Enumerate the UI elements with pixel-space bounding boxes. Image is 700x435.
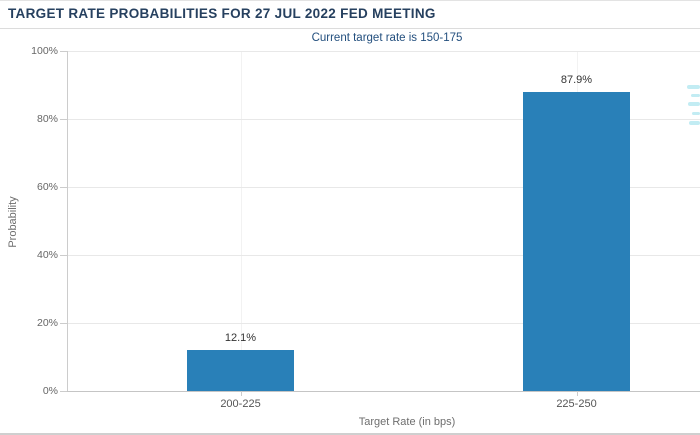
y-axis-tick xyxy=(60,187,67,188)
y-axis-tick-label: 20% xyxy=(36,317,58,329)
watermark-partial-logo xyxy=(684,85,700,129)
category-label: 200-225 xyxy=(220,398,261,410)
header-divider xyxy=(0,28,700,29)
x-axis-line xyxy=(67,391,700,392)
y-axis-tick xyxy=(60,391,67,392)
y-axis-title: Probability xyxy=(7,196,19,248)
y-axis-tick xyxy=(60,51,67,52)
y-axis-tick xyxy=(60,119,67,120)
x-axis-tick xyxy=(576,391,578,396)
chart-subtitle: Current target rate is 150-175 xyxy=(311,32,463,44)
probability-bar[interactable] xyxy=(523,92,630,391)
vertical-gridline xyxy=(240,51,242,391)
horizontal-gridline xyxy=(67,255,700,256)
horizontal-gridline xyxy=(67,187,700,188)
y-axis-tick xyxy=(60,255,67,256)
x-axis-title: Target Rate (in bps) xyxy=(358,416,456,428)
probability-bar[interactable] xyxy=(187,349,294,391)
chart-title: TARGET RATE PROBABILITIES FOR 27 JUL 202… xyxy=(8,6,436,21)
y-axis-tick-label: 40% xyxy=(36,249,58,261)
horizontal-gridline xyxy=(67,51,700,52)
horizontal-gridline xyxy=(67,119,700,120)
y-axis-tick-label: 0% xyxy=(42,385,58,397)
x-axis-tick xyxy=(240,391,242,396)
y-axis-tick-label: 80% xyxy=(36,113,58,125)
y-axis-line xyxy=(67,51,68,391)
y-axis-tick-label: 60% xyxy=(36,181,58,193)
y-axis-tick-label: 100% xyxy=(31,45,58,57)
bar-value-label: 12.1% xyxy=(224,331,257,344)
category-label: 225-250 xyxy=(556,398,597,410)
y-axis-tick xyxy=(60,323,67,324)
horizontal-gridline xyxy=(67,323,700,324)
bar-value-label: 87.9% xyxy=(560,74,593,87)
